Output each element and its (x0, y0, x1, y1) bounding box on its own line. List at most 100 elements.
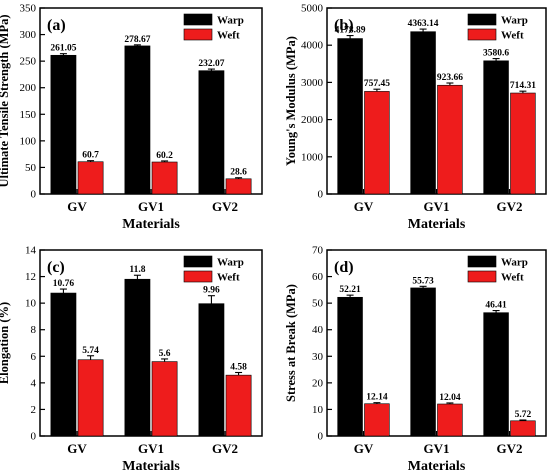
bar-weft-gv (364, 91, 390, 195)
bar-warp-gv1 (410, 287, 436, 437)
data-label: 4178.89 (335, 26, 366, 36)
bar-weft-gv (77, 161, 104, 195)
y-tick-label: 60 (312, 271, 324, 283)
data-label: 9.96 (203, 286, 220, 296)
y-tick-label: 30 (312, 351, 324, 363)
bar-warp-gv1 (124, 278, 151, 437)
y-tick-label: 4000 (301, 40, 324, 52)
y-tick-label: 2000 (301, 114, 324, 126)
bar-weft-gv1 (151, 161, 178, 195)
data-label: 52.21 (339, 285, 361, 295)
data-label: 5.72 (515, 410, 532, 420)
bar-warp-gv2 (483, 312, 509, 437)
chart-panel-1: 0 50 100 150 200 250 300 350 Ultimate Tensile St… (0, 3, 263, 232)
x-axis-title: Materials (122, 459, 180, 471)
data-label: 757.45 (364, 79, 390, 89)
x-axis-title: Materials (408, 459, 466, 471)
bar-weft-gv (77, 359, 104, 437)
bar-warp-gv2 (198, 70, 225, 195)
legend-label: Weft (217, 272, 240, 284)
y-tick-label: 150 (20, 109, 37, 121)
y-tick-label: 0 (31, 189, 37, 201)
data-label: 12.04 (439, 393, 461, 403)
legend-swatch (183, 13, 213, 26)
y-tick-label: 5000 (301, 3, 324, 15)
data-label: 4363.14 (408, 19, 439, 29)
bar-warp-gv2 (198, 303, 225, 437)
y-tick-label: 0 (318, 431, 324, 443)
bar-weft-gv (364, 403, 390, 437)
legend-swatch (467, 13, 497, 26)
data-label: 261.05 (50, 44, 76, 54)
bar-warp-gv1 (124, 45, 151, 195)
bar-weft-gv2 (225, 374, 252, 437)
y-tick-label: 3000 (301, 77, 324, 89)
y-axis-title: Stress at Break (MPa) (284, 284, 298, 402)
y-tick-label: 50 (312, 298, 324, 310)
x-tick-label: GV (354, 441, 374, 456)
x-tick-label: GV2 (212, 199, 238, 214)
data-label: 232.07 (198, 59, 224, 69)
y-tick-label: 50 (25, 162, 37, 174)
x-tick-label: GV2 (212, 441, 238, 456)
y-tick-label: 12 (25, 271, 36, 283)
y-tick-label: 14 (25, 245, 37, 257)
x-tick-label: GV2 (497, 199, 523, 214)
y-tick-label: 10 (25, 298, 37, 310)
y-tick-label: 6 (31, 351, 37, 363)
bar-warp-gv (337, 38, 363, 195)
bar-warp-gv (50, 54, 77, 195)
data-label: 12.14 (366, 393, 388, 403)
y-tick-label: 4 (31, 377, 37, 389)
y-tick-label: 2 (31, 404, 37, 416)
legend-label: Weft (501, 30, 524, 42)
legend-label: Warp (501, 257, 528, 269)
y-tick-label: 40 (312, 324, 324, 336)
bar-weft-gv1 (151, 361, 178, 437)
panel-label: (d) (334, 259, 354, 276)
bar-weft-gv1 (437, 84, 463, 195)
bar-weft-gv1 (437, 403, 463, 437)
x-tick-label: GV (354, 199, 374, 214)
data-label: 60.2 (156, 151, 173, 161)
y-tick-label: 100 (20, 135, 37, 147)
bar-warp-gv2 (483, 60, 509, 195)
data-label: 11.8 (129, 265, 145, 275)
legend-label: Warp (501, 15, 528, 27)
data-label: 714.31 (510, 81, 536, 91)
legend-swatch (467, 270, 497, 283)
y-tick-label: 250 (20, 56, 37, 68)
x-axis-title: Materials (408, 217, 466, 232)
data-label: 28.6 (230, 168, 247, 178)
x-tick-label: GV1 (138, 199, 164, 214)
legend-swatch (183, 270, 213, 283)
data-label: 10.76 (53, 279, 75, 289)
y-tick-label: 300 (20, 29, 37, 41)
panel-label: (a) (47, 17, 66, 34)
y-tick-label: 20 (312, 377, 324, 389)
x-tick-label: GV2 (497, 441, 523, 456)
x-tick-label: GV (67, 441, 87, 456)
legend-label: Warp (217, 15, 244, 27)
y-tick-label: 350 (20, 3, 37, 15)
chart-panel-2: 0 1000 2000 3000 4000 5000 Young's Modulus (MP… (284, 3, 547, 232)
data-label: 46.41 (485, 301, 507, 311)
x-tick-label: GV1 (138, 441, 164, 456)
x-tick-label: GV (67, 199, 87, 214)
data-label: 3580.6 (483, 49, 509, 59)
bar-warp-gv (337, 296, 363, 437)
legend-swatch (183, 255, 213, 268)
y-tick-label: 0 (31, 431, 37, 443)
x-tick-label: GV1 (424, 441, 450, 456)
y-tick-label: 10 (312, 404, 324, 416)
legend-swatch (467, 255, 497, 268)
data-label: 278.67 (124, 35, 150, 45)
y-axis-title: Ultimate Tensile Strength (MPa) (0, 14, 11, 187)
legend-label: Warp (217, 257, 244, 269)
data-label: 55.73 (412, 276, 434, 286)
legend-swatch (467, 28, 497, 41)
bar-weft-gv2 (510, 420, 536, 437)
bar-warp-gv (50, 292, 77, 437)
